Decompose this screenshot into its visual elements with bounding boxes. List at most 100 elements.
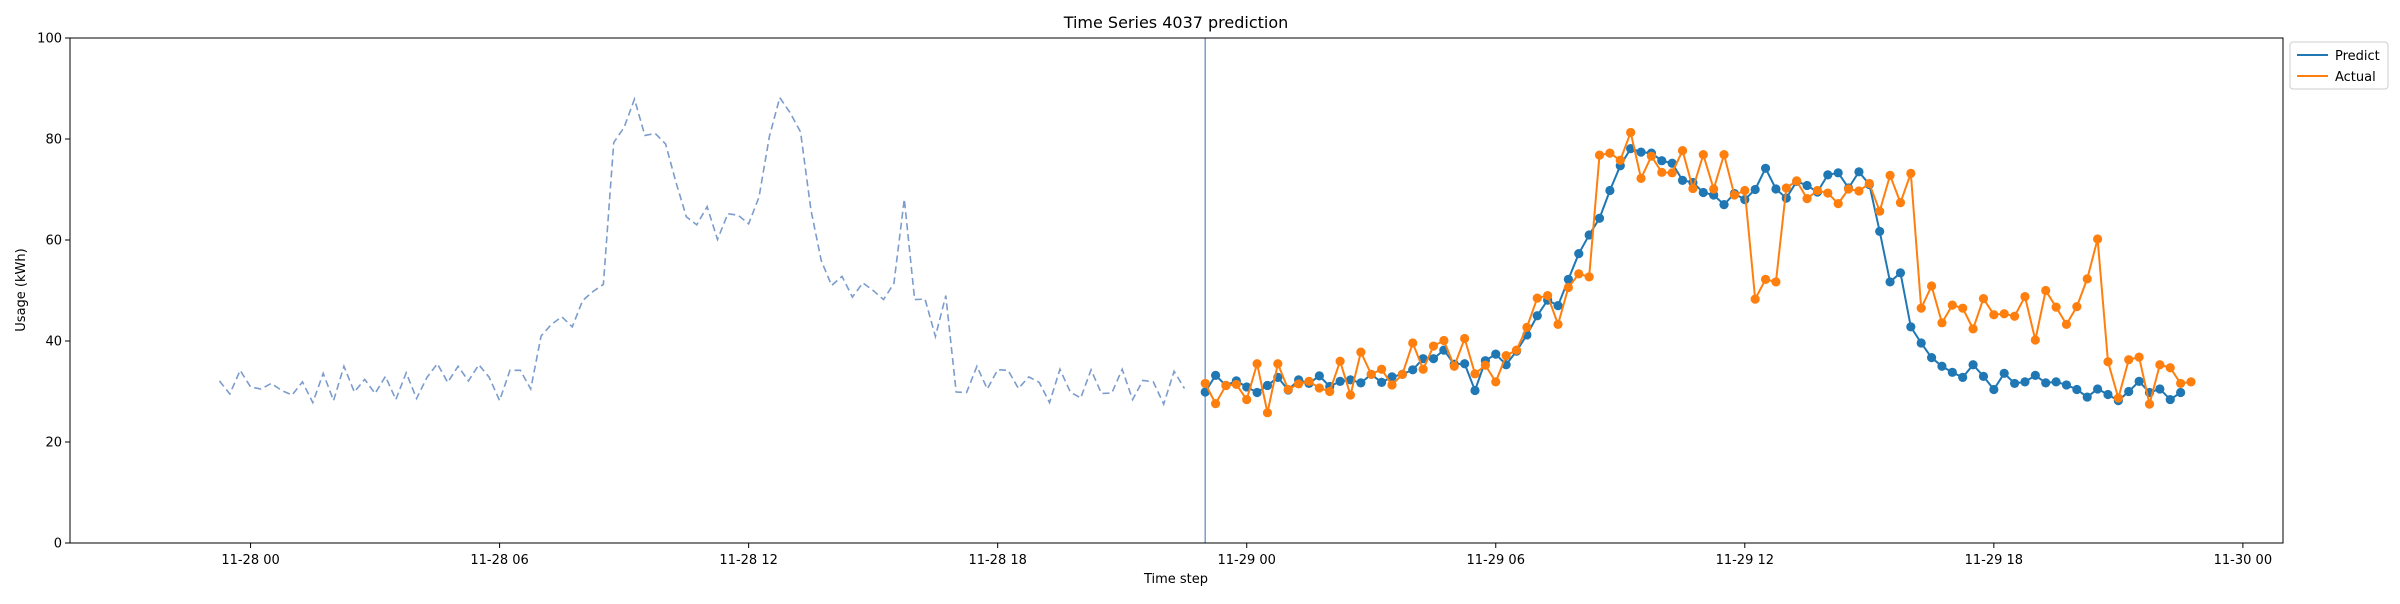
actual-point [1626,127,1636,138]
actual-point [2061,319,2072,329]
actual-point [1377,364,1387,374]
actual-point [1709,184,1719,194]
actual-point [1242,394,1252,405]
actual-point [1543,290,1553,301]
actual-point [1947,300,1957,310]
x-tick-label: 11-29 12 [1716,553,1774,568]
actual-point [1771,277,1781,287]
predict-point [2103,389,2113,400]
actual-point [1677,146,1688,156]
predict-point [2041,378,2051,388]
x-tick-label: 11-30 00 [2214,553,2272,568]
predict-point [1470,385,1480,396]
actual-point [1792,176,1802,186]
legend-box [2289,41,2389,90]
actual-point [1294,379,1304,389]
predict-point [1719,200,1729,210]
actual-point [1563,282,1573,293]
actual-point [1916,303,1926,313]
actual-point [1895,198,1906,208]
actual-point [1262,408,1273,418]
actual-point [2072,302,2082,312]
predict-point [1750,184,1760,195]
actual-point [1553,319,1563,329]
actual-point [1335,356,1345,366]
actual-point [1511,345,1522,355]
y-axis-label: Usage (kWh) [14,248,29,331]
actual-point [2165,363,2175,373]
x-axis-label: Time step [1143,572,1208,587]
actual-point [1937,318,1947,328]
actual-point [2134,352,2144,362]
actual-point [1698,150,1708,160]
predict-point [1906,322,1916,332]
x-tick-label: 11-28 00 [221,553,279,568]
actual-point [1387,380,1397,390]
predict-point [1947,367,1957,377]
actual-point [2030,335,2040,345]
predict-point [1460,359,1470,369]
actual-point [2155,360,2165,370]
actual-point [2020,291,2030,302]
legend: Predict Actual [2289,41,2389,90]
plot-frame [69,37,2284,544]
predict-point [1387,372,1397,382]
predict-point [1584,230,1594,240]
actual-point [1532,293,1542,303]
actual-point [1864,178,1874,189]
actual-point [1439,335,1449,346]
predict-point [1833,168,1843,178]
predict-point [1895,268,1906,278]
predict-point [1937,361,1947,371]
actual-point [1989,310,1999,320]
actual-point [1231,379,1241,390]
actual-point [1802,193,1812,204]
predict-point [1605,185,1615,196]
actual-point [1729,190,1740,200]
predict-point [1252,387,1262,398]
predict-point [1667,158,1677,168]
x-tick-label: 11-28 12 [719,553,777,568]
actual-point [1843,184,1854,194]
actual-point [1408,338,1418,348]
actual-point [1397,369,1407,379]
y-tick-label: 0 [54,537,62,552]
actual-point [1428,341,1439,351]
actual-point [1283,384,1293,395]
actual-point [1615,155,1625,165]
actual-point [1760,274,1771,284]
predict-point [1210,370,1221,380]
actual-point [1221,380,1231,391]
actual-point [1636,173,1646,183]
actual-point [1252,359,1262,369]
actual-point [1210,399,1221,409]
actual-point [1470,369,1480,379]
predict-point [1408,365,1418,375]
actual-point [1740,185,1750,196]
actual-point [1999,309,2009,319]
actual-point [2103,357,2113,367]
actual-point [1885,170,1895,180]
chart-title: Time Series 4037 prediction [1063,13,1289,32]
predict-point [2082,392,2092,402]
actual-point [2051,302,2061,312]
actual-point [1875,206,1885,216]
actual-point [1200,378,1210,389]
predict-point [1760,163,1771,173]
predict-layer [1200,144,2186,406]
predict-point [2155,384,2165,394]
actual-point [1750,294,1760,304]
legend-actual-label: Actual [2335,70,2376,85]
actual-point [1304,376,1314,386]
predict-point [1698,187,1708,198]
predict-point [1958,372,1968,382]
actual-point [1491,377,1501,387]
actual-point [1605,148,1615,158]
x-tick-label: 11-29 00 [1217,553,1275,568]
predict-point [2030,370,2040,380]
actual-point [1823,188,1833,198]
actual-point [1657,167,1667,177]
actual-point [1833,199,1843,209]
y-tick-label: 20 [45,436,62,451]
predict-point [1553,301,1563,311]
